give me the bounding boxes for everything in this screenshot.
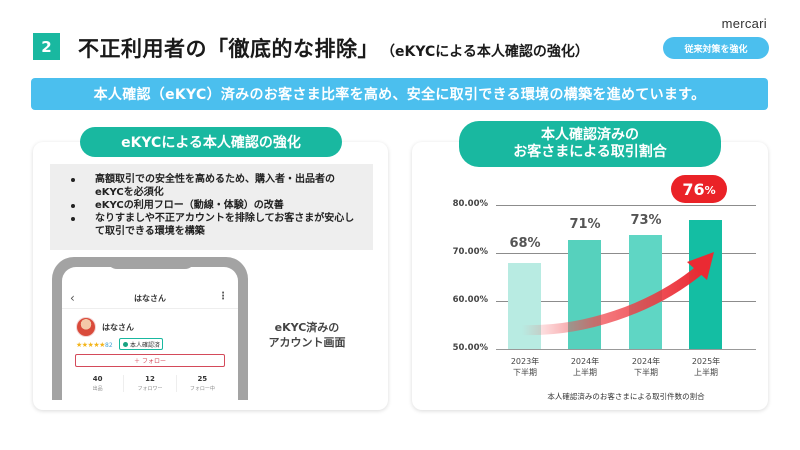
- phone-notch: [107, 257, 195, 269]
- category-tag: 従来対策を強化: [663, 37, 769, 59]
- caption-line: eKYC済みの: [274, 321, 340, 334]
- avatar: [76, 317, 96, 337]
- section-number-badge: 2: [33, 33, 60, 60]
- brand-logo: mercari: [721, 16, 767, 31]
- profile-nav-title: はなさん: [134, 294, 166, 303]
- y-tick-label: 80.00%: [452, 199, 488, 209]
- bar-2023-h2: [508, 263, 541, 349]
- follow-button: ＋ フォロー: [75, 354, 225, 367]
- stat-following: 25 フォロー中: [177, 375, 228, 392]
- page-title-sub: （eKYCによる本人確認の強化）: [381, 44, 589, 60]
- stat-label: フォロワー: [137, 386, 163, 392]
- verified-badge-label: 本人確認済: [130, 341, 161, 349]
- bar-value-label: 68%: [509, 236, 541, 251]
- verified-badge: 本人確認済: [119, 338, 163, 350]
- profile-stats: 40 出品 12 フォロワー 25 フォロー中: [72, 375, 228, 392]
- back-icon: ‹: [70, 291, 75, 305]
- bar-value-label: 73%: [630, 213, 662, 228]
- page-title-main: 不正利用者の「徹底的な排除」: [78, 37, 379, 61]
- y-tick-label: 70.00%: [452, 247, 488, 257]
- bullet-item: 高額取引での安全性を高めるため、購入者・出品者のeKYCを必須化: [68, 173, 363, 199]
- stat-followers: 12 フォロワー: [124, 375, 177, 392]
- caption-line: アカウント画面: [268, 336, 346, 349]
- phone-mockup: ‹ はなさん ⋮ はなさん ★★★★★ 82 本人確認済 ＋ フォロー 40 出…: [52, 257, 248, 400]
- x-tick-label: 2024年 下半期: [631, 357, 661, 377]
- ekyc-card-title: eKYCによる本人確認の強化: [80, 127, 342, 157]
- chart-title-line: お客さまによる取引割合: [513, 144, 667, 160]
- stat-value: 25: [197, 375, 208, 383]
- highlight-unit: %: [704, 184, 716, 197]
- stat-value: 12: [145, 375, 155, 383]
- stat-label: 出品: [92, 386, 103, 392]
- bar-chart: 80.00% 70.00% 60.00% 50.00% 68% 71% 73% …: [412, 170, 768, 410]
- x-tick-label: 2025年 上半期: [691, 357, 721, 377]
- review-count: 82: [105, 342, 113, 349]
- bar-2024-h1: [568, 240, 601, 349]
- phone-caption: eKYC済みの アカウント画面: [262, 320, 352, 350]
- x-axis-line: [496, 349, 756, 350]
- gridline: [496, 205, 756, 206]
- page-title: 不正利用者の「徹底的な排除」 （eKYCによる本人確認の強化）: [78, 33, 589, 61]
- y-tick-label: 50.00%: [452, 343, 488, 353]
- profile-nav-bar: ‹ はなさん ⋮: [62, 291, 238, 309]
- stat-value: 40: [92, 375, 103, 383]
- ekyc-bullet-list: 高額取引での安全性を高めるため、購入者・出品者のeKYCを必須化 eKYCの利用…: [50, 164, 373, 250]
- x-axis-caption: 本人確認済みのお客さまによる取引件数の割合: [547, 392, 705, 401]
- phone-screen: ‹ はなさん ⋮ はなさん ★★★★★ 82 本人確認済 ＋ フォロー 40 出…: [62, 267, 238, 400]
- y-tick-label: 60.00%: [452, 295, 488, 305]
- more-icon: ⋮: [218, 291, 228, 302]
- chart-card-title: 本人確認済みの お客さまによる取引割合: [459, 121, 721, 167]
- gridline: [496, 253, 756, 254]
- highlight-value-badge: 76%: [671, 175, 727, 203]
- profile-name: はなさん: [102, 323, 134, 332]
- x-tick-label: 2023年 下半期: [510, 357, 540, 377]
- bar-value-label: 71%: [569, 217, 601, 232]
- highlight-value: 76: [682, 179, 705, 199]
- bullet-item: eKYCの利用フロー（動線・体験）の改善: [68, 199, 363, 212]
- stat-label: フォロー中: [189, 386, 215, 392]
- stat-listings: 40 出品: [72, 375, 125, 392]
- bar-2024-h2: [629, 235, 662, 349]
- chart-title-line: 本人確認済みの: [541, 126, 639, 143]
- x-tick-label: 2024年 上半期: [570, 357, 600, 377]
- bar-2025-h1: [689, 220, 722, 349]
- summary-banner: 本人確認（eKYC）済みのお客さま比率を高め、安全に取引できる環境の構築を進めて…: [31, 78, 768, 110]
- verified-check-icon: [123, 341, 128, 347]
- bullet-item: なりすましや不正アカウントを排除してお客さまが安心して取引できる環境を構築: [68, 212, 363, 238]
- rating-stars-icon: ★★★★★: [76, 341, 105, 349]
